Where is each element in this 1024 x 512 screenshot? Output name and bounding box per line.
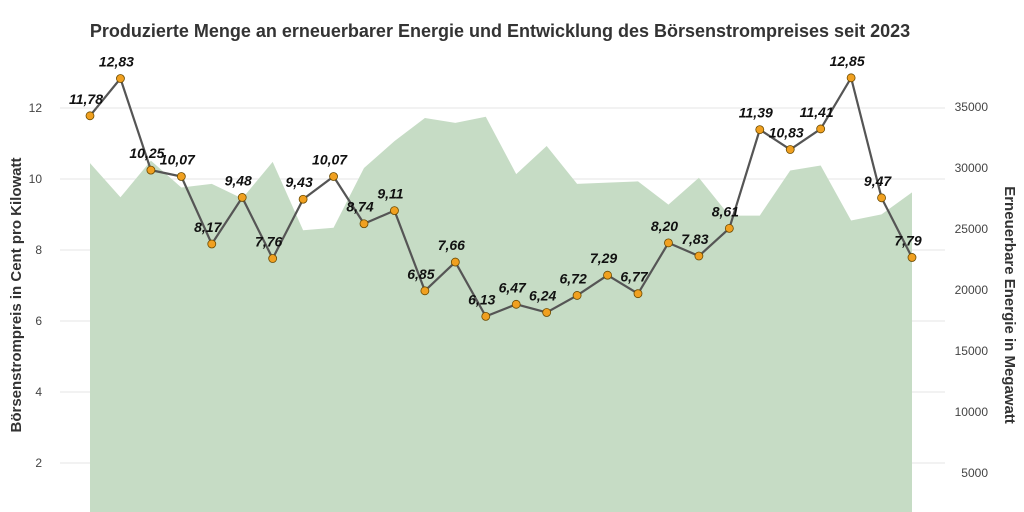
data-label: 6,13 xyxy=(468,291,495,307)
price-point xyxy=(298,194,308,204)
data-label: 6,24 xyxy=(529,287,556,303)
price-point xyxy=(785,145,795,154)
price-line-path xyxy=(89,74,913,318)
price-point xyxy=(542,308,552,317)
price-point xyxy=(116,74,125,83)
data-label: 10,83 xyxy=(769,125,804,141)
price-point xyxy=(146,165,156,175)
data-label: 7,83 xyxy=(681,231,708,247)
data-label: 7,76 xyxy=(255,234,282,250)
energy-area-fill xyxy=(90,116,912,512)
price-point xyxy=(846,73,856,83)
price-point xyxy=(420,286,430,296)
price-point xyxy=(329,172,338,181)
data-label: 9,47 xyxy=(864,173,892,189)
data-label: 12,85 xyxy=(830,53,865,69)
price-line xyxy=(85,73,917,321)
data-label: 8,61 xyxy=(712,203,739,219)
data-label: 6,77 xyxy=(620,269,648,285)
y-tick-label: 10 xyxy=(29,172,43,186)
data-label: 8,17 xyxy=(194,219,222,235)
price-point xyxy=(816,124,826,134)
price-point xyxy=(511,299,521,309)
price-point xyxy=(176,172,186,181)
y2-tick-label: 10000 xyxy=(955,405,989,419)
y2-tick-label: 25000 xyxy=(955,222,989,236)
price-point xyxy=(633,289,643,299)
y2-tick-label: 30000 xyxy=(955,161,989,175)
price-point xyxy=(572,291,582,300)
data-label: 6,47 xyxy=(499,279,527,295)
data-label: 7,79 xyxy=(894,232,921,248)
price-point xyxy=(755,125,765,135)
y-tick-label: 2 xyxy=(35,456,42,470)
data-label: 10,07 xyxy=(312,152,348,168)
y-tick-label: 12 xyxy=(29,101,43,115)
price-point xyxy=(877,193,886,203)
price-point xyxy=(450,257,460,267)
data-label: 7,29 xyxy=(590,250,617,266)
y-tick-label: 8 xyxy=(35,243,42,257)
y2-tick-label: 15000 xyxy=(955,344,989,358)
data-label: 10,07 xyxy=(160,152,196,168)
y2-tick-label: 35000 xyxy=(955,100,989,114)
y2-tick-label: 20000 xyxy=(955,283,989,297)
price-point xyxy=(207,239,217,249)
price-point xyxy=(481,311,491,321)
data-label: 6,72 xyxy=(559,270,586,286)
y-tick-label: 6 xyxy=(35,314,42,328)
chart-title: Produzierte Menge an erneuerbarer Energi… xyxy=(90,21,910,41)
data-labels: 11,7812,8310,2510,078,179,487,769,4310,0… xyxy=(69,53,922,308)
data-label: 9,48 xyxy=(225,172,252,188)
price-point xyxy=(85,111,95,121)
y-tick-label: 4 xyxy=(35,385,42,399)
price-point xyxy=(268,254,278,263)
data-label: 11,39 xyxy=(739,105,773,121)
price-point xyxy=(724,223,734,233)
data-label: 10,25 xyxy=(129,145,164,161)
data-label: 9,11 xyxy=(377,186,403,202)
price-point xyxy=(694,251,704,261)
axis-ticks: 2 4 6 8 10 12 5000 10000 15000 20000 25000 30000 350… xyxy=(29,100,989,480)
data-label: 6,85 xyxy=(407,266,434,282)
price-point xyxy=(237,193,247,202)
y2-tick-label: 5000 xyxy=(961,466,988,480)
y-axis-label: Börsenstrompreis in Cent pro Kilowatt xyxy=(8,157,25,432)
data-label: 9,43 xyxy=(285,174,312,190)
price-point xyxy=(603,270,612,280)
price-point xyxy=(907,253,917,262)
data-label: 8,20 xyxy=(651,218,678,234)
data-label: 8,74 xyxy=(346,199,373,215)
price-point xyxy=(359,219,369,229)
data-label: 11,78 xyxy=(69,91,103,107)
data-label: 12,83 xyxy=(99,54,134,70)
energy-area xyxy=(90,116,912,512)
price-point xyxy=(390,206,399,215)
data-label: 7,66 xyxy=(438,237,465,253)
data-label: 11,41 xyxy=(800,104,834,120)
y2-axis-label: Erneuerbare Energie in Megawatt xyxy=(1001,186,1018,424)
price-point xyxy=(664,238,673,248)
